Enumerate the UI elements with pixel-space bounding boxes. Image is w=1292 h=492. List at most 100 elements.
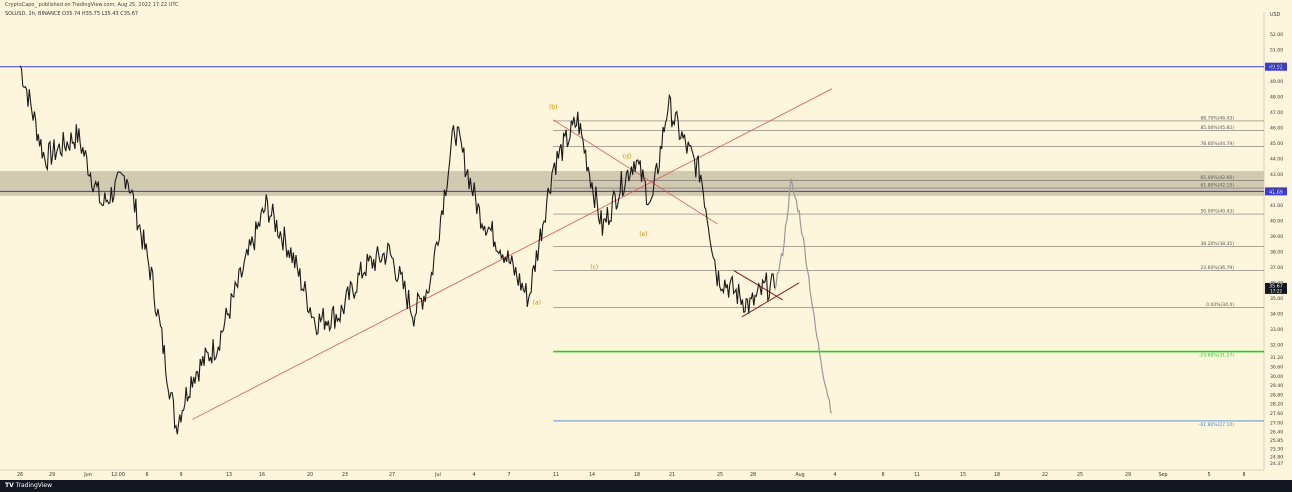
x-tick-label: Aug: [795, 472, 804, 478]
projection-path: [774, 178, 833, 414]
x-tick-label: 7: [507, 472, 510, 478]
x-tick-label: 4: [833, 472, 836, 478]
x-tick-label: Jun: [83, 472, 92, 478]
x-tick-label: 18: [634, 472, 640, 478]
resistance-price-tag: [1265, 187, 1287, 196]
y-tick-label: 45.00: [1270, 141, 1283, 147]
y-tick-label: 27.00: [1270, 420, 1283, 426]
y-tick-label: 24.37: [1270, 461, 1283, 467]
y-tick-label: 33.00: [1270, 327, 1283, 333]
fib-level-label: 85.00%(45.82): [1200, 125, 1234, 131]
fib-level-label: 23.60%(36.79): [1200, 265, 1234, 271]
current-price-label: 35.67: [1269, 283, 1283, 289]
y-tick-label: 39.00: [1270, 234, 1283, 240]
y-tick-label: 37.00: [1270, 265, 1283, 271]
fib-level-label: 65.00%(42.60): [1200, 175, 1234, 181]
fib-level-label: 0.00%(34.4): [1206, 302, 1234, 308]
y-tick-label: 40.00: [1270, 219, 1283, 225]
x-tick-label: 13: [226, 472, 232, 478]
resistance-price-label: 49.92: [1269, 65, 1283, 71]
x-tick-label: Sep: [1158, 472, 1167, 478]
fib-level-label: 61.80%(42.10): [1200, 183, 1234, 189]
y-tick-label: 42.00: [1270, 187, 1283, 193]
y-tick-label: 26.40: [1270, 430, 1283, 436]
x-tick-label: 16: [259, 472, 265, 478]
x-tick-label: 25: [1077, 472, 1083, 478]
y-tick-label: 24.80: [1270, 454, 1283, 460]
x-tick-label: 8: [1242, 472, 1245, 478]
y-tick-label: 44.00: [1270, 156, 1283, 162]
x-tick-label: 21: [669, 472, 675, 478]
wave-label: (c): [590, 264, 598, 271]
rising-trendline: [192, 88, 833, 420]
x-tick-label: 18: [994, 472, 1000, 478]
tradingview-logo-icon: TV: [5, 482, 14, 489]
x-tick-label: 14: [589, 472, 595, 478]
y-tick-label: 27.60: [1270, 411, 1283, 417]
fib-level-label: 78.60%(44.79): [1200, 141, 1234, 147]
x-tick-label: 28: [750, 472, 756, 478]
x-tick-label: 26: [17, 472, 23, 478]
y-tick-label: 43.00: [1270, 172, 1283, 178]
current-price-time: 17:22: [1270, 288, 1282, 293]
y-tick-label: 31.20: [1270, 355, 1283, 361]
x-tick-label: 20: [307, 472, 313, 478]
brand-name: TradingView: [15, 482, 53, 489]
y-tick-label: 38.00: [1270, 250, 1283, 256]
fib-level-label: 50.00%(40.43): [1200, 209, 1234, 215]
wedge-lower-line: [741, 282, 800, 318]
y-tick-label: 50.00: [1270, 63, 1283, 69]
fib-level-label: 88.70%(46.43): [1200, 115, 1234, 121]
resistance-price-label: 41.89: [1269, 189, 1283, 195]
y-tick-label: 28.20: [1270, 402, 1283, 408]
wave-label: (e): [639, 231, 647, 238]
x-tick-label: 29: [1125, 472, 1131, 478]
tradingview-footer: TV TradingView: [0, 480, 1292, 492]
wave-label: (b): [549, 104, 558, 111]
symbol-ohlc-line: SOLUSD, 2h, BINANCE O35.74 H35.75 L35.43…: [5, 11, 139, 17]
y-tick-label: 25.85: [1270, 438, 1283, 444]
y-tick-label: 41.00: [1270, 203, 1283, 209]
x-tick-label: 25: [717, 472, 723, 478]
y-tick-label: 47.00: [1270, 110, 1283, 116]
x-tick-label: 4: [472, 472, 475, 478]
x-tick-label: 11: [553, 472, 559, 478]
target-level-label: -23.60%(31.57): [1199, 353, 1234, 359]
wave-label: (a): [533, 300, 541, 307]
x-tick-label: 23: [342, 472, 348, 478]
x-tick-label: 15: [960, 472, 966, 478]
x-tick-label: 11: [914, 472, 920, 478]
y-tick-label: 29.40: [1270, 383, 1283, 389]
y-tick-label: 48.00: [1270, 94, 1283, 100]
x-tick-label: 22: [1042, 472, 1048, 478]
x-tick-label: Jul: [434, 472, 441, 478]
x-tick-label: 27: [389, 472, 395, 478]
x-tick-label: 6: [145, 472, 148, 478]
y-tick-label: 52.00: [1270, 32, 1283, 38]
x-tick-label: 5: [1207, 472, 1210, 478]
y-tick-label: 30.60: [1270, 364, 1283, 370]
x-tick-label: 12:00: [111, 472, 125, 478]
y-tick-label: 30.00: [1270, 374, 1283, 380]
y-tick-label: 49.00: [1270, 79, 1283, 85]
y-tick-label: 51.00: [1270, 48, 1283, 54]
price-chart[interactable]: 88.70%(46.43) 85.00%(45.82) 78.60%(44.79) 6…: [0, 0, 1292, 480]
y-tick-label: 32.00: [1270, 343, 1283, 349]
currency-label: USD: [1270, 12, 1281, 18]
y-tick-label: 25.30: [1270, 447, 1283, 453]
price-series: [19, 65, 776, 435]
current-price-tag: [1265, 282, 1287, 294]
x-tick-label: 29: [49, 472, 55, 478]
tradingview-logo[interactable]: TV TradingView: [5, 482, 52, 489]
target-level-label: -61.80%(27.10): [1199, 422, 1234, 428]
y-tick-label: 35.00: [1270, 296, 1283, 302]
y-tick-label: 46.00: [1270, 125, 1283, 131]
fib-level-label: 38.20%(38.35): [1200, 241, 1234, 247]
resistance-price-tag: [1265, 62, 1287, 71]
x-tick-label: 8: [881, 472, 884, 478]
x-tick-label: 9: [179, 472, 182, 478]
y-tick-label: 34.00: [1270, 312, 1283, 318]
wave-label: (d): [623, 154, 632, 161]
publisher-info: CryptoCapo_ published on TradingView.com…: [5, 2, 179, 8]
chart-header: CryptoCapo_ published on TradingView.com…: [0, 0, 1292, 22]
